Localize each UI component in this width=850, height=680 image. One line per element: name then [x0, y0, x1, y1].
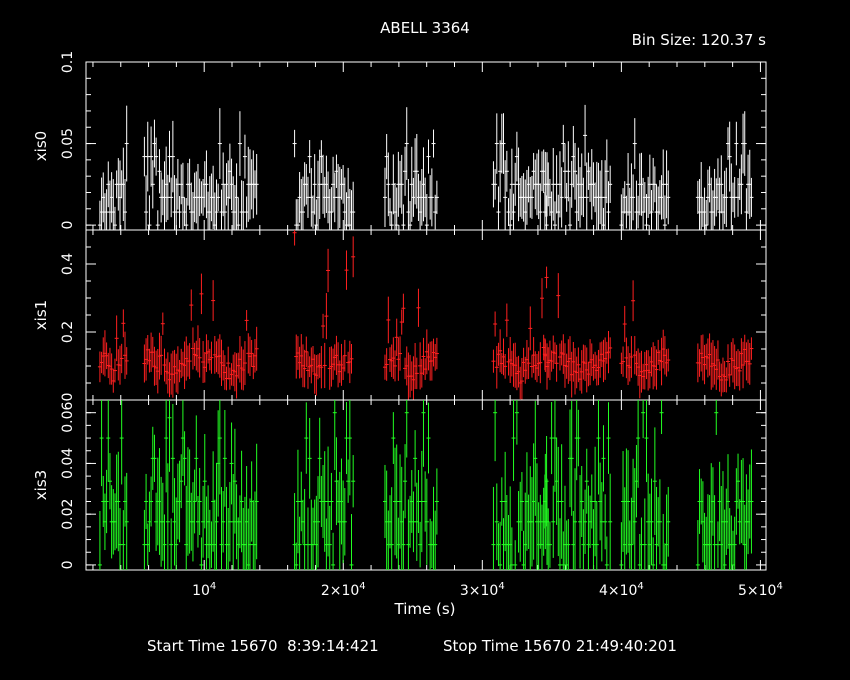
- panel-frame: [85, 399, 767, 571]
- panel-xis0: xis0 0 0.05 0.1: [32, 51, 767, 231]
- y-tick-label: 0.4: [60, 253, 76, 275]
- chart-title: ABELL 3364: [380, 19, 470, 37]
- y-tick-label: 0.1: [60, 51, 76, 73]
- x-tick-label: 3×104: [460, 581, 505, 599]
- x-tick-label: 2×104: [321, 581, 366, 599]
- bin-size-label: Bin Size: 120.37 s: [632, 31, 767, 49]
- start-time-label: Start Time 15670 8:39:14:421: [147, 637, 379, 655]
- panel-xis1: xis1 0.2 0.4: [32, 229, 767, 401]
- x-axis-label: Time (s): [394, 600, 456, 618]
- y-tick-label: 0.05: [60, 128, 76, 159]
- series-xis0: [97, 104, 754, 230]
- y-tick-label: 0.2: [60, 321, 76, 343]
- y-axis-label: xis1: [32, 300, 50, 330]
- y-tick-label: 0: [60, 221, 76, 230]
- series-xis3: [97, 400, 754, 570]
- x-tick-labels: 104 2×104 3×104 4×104 5×104: [192, 581, 783, 599]
- y-axis-label: xis3: [32, 470, 50, 500]
- panels-group: xis0 0 0.05 0.1 xis1 0.2 0.4 xis3 0 0.02 0.04 0.060…: [32, 51, 783, 599]
- y-tick-label: 0.02: [60, 499, 76, 530]
- panel-xis3: xis3 0 0.02 0.04 0.060: [32, 393, 767, 571]
- y-tick-label: 0.04: [60, 448, 76, 479]
- y-tick-label: 0.060: [60, 393, 76, 433]
- x-tick-label: 4×104: [599, 581, 644, 599]
- series-xis1: [97, 230, 754, 400]
- stop-time-label: Stop Time 15670 21:49:40:201: [443, 637, 677, 655]
- y-tick-label: 0: [60, 560, 76, 569]
- y-axis-label: xis0: [32, 131, 50, 161]
- x-tick-label: 104: [192, 581, 216, 599]
- x-tick-label: 5×104: [738, 581, 783, 599]
